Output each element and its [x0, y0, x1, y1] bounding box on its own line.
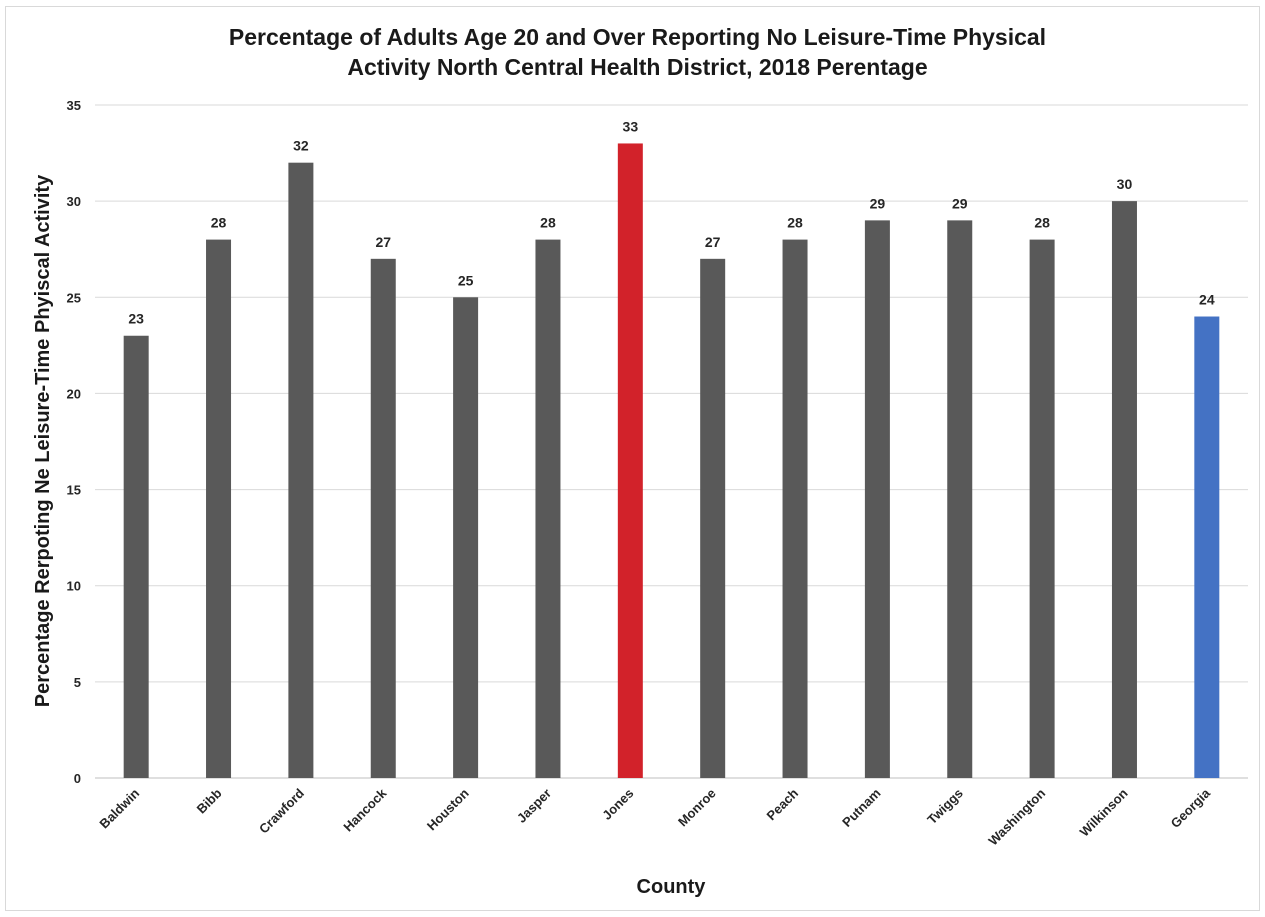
x-axis-ticks: Baldwin Bibb Crawford Hancock Houston Jasper J…: [96, 785, 1213, 848]
x-tick-label-washington: Washington: [985, 785, 1048, 848]
x-tick-label-peach: Peach: [763, 785, 801, 823]
y-tick-label: 0: [74, 771, 81, 786]
data-label-baldwin: 23: [128, 311, 144, 327]
y-tick-label: 30: [67, 194, 81, 209]
y-tick-label: 25: [67, 290, 81, 305]
x-tick-label-jasper: Jasper: [514, 786, 554, 826]
y-axis-title: Percentage Rerpoting Ne Leisure-Time Phy…: [32, 174, 54, 707]
data-label-twiggs: 29: [952, 195, 968, 211]
data-label-bibb: 28: [211, 215, 227, 231]
bar-bibb: [206, 239, 232, 779]
bar-jones: [617, 143, 643, 778]
data-label-washington: 28: [1034, 215, 1050, 231]
chart-title-line-2: Activity North Central Health District, …: [347, 54, 928, 80]
chart-title-line-1: Percentage of Adults Age 20 and Over Rep…: [228, 24, 1047, 50]
x-tick-label-putnam: Putnam: [839, 786, 883, 830]
data-label-monroe: 27: [705, 234, 721, 250]
chart-title: Percentage of Adults Age 20 and Over Rep…: [0, 22, 1265, 82]
data-label-houston: 25: [458, 272, 474, 288]
bar-hancock: [370, 258, 396, 778]
y-tick-label: 15: [67, 483, 81, 498]
x-tick-label-wilkinson: Wilkinson: [1077, 785, 1131, 839]
x-tick-label-hancock: Hancock: [340, 785, 389, 834]
x-tick-label-twiggs: Twiggs: [924, 786, 966, 828]
y-tick-label: 35: [67, 98, 81, 113]
data-label-jones: 33: [623, 118, 639, 134]
data-label-crawford: 32: [293, 138, 309, 154]
data-label-georgia: 24: [1199, 292, 1215, 308]
x-tick-label-georgia: Georgia: [1168, 785, 1214, 831]
gridlines: [95, 104, 1248, 779]
bar-houston: [453, 297, 479, 778]
bar-crawford: [288, 162, 314, 778]
y-axis-ticks: 0 5 10 15 20 25 30 35: [67, 98, 81, 786]
data-label-wilkinson: 30: [1117, 176, 1133, 192]
bar-wilkinson: [1111, 201, 1137, 779]
y-tick-label: 20: [67, 386, 81, 401]
bar-jasper: [535, 239, 561, 779]
y-tick-label: 5: [74, 675, 81, 690]
bar-baldwin: [123, 335, 149, 778]
data-label-jasper: 28: [540, 215, 556, 231]
data-label-hancock: 27: [375, 234, 391, 250]
data-label-putnam: 29: [870, 195, 886, 211]
x-axis-title: County: [637, 876, 707, 898]
bar-twiggs: [947, 220, 973, 778]
x-tick-label-bibb: Bibb: [194, 785, 225, 816]
data-labels: 23 28 32 27 25 28 33 27 28 29 29 28 30 24: [128, 118, 1214, 326]
bar-peach: [782, 239, 808, 779]
y-tick-label: 10: [67, 579, 81, 594]
x-tick-label-crawford: Crawford: [256, 785, 307, 836]
data-label-peach: 28: [787, 215, 803, 231]
x-tick-label-houston: Houston: [424, 785, 472, 833]
bar-washington: [1029, 239, 1055, 779]
x-tick-label-monroe: Monroe: [675, 786, 719, 830]
bars: [123, 143, 1220, 779]
bar-georgia: [1194, 316, 1220, 778]
x-tick-label-jones: Jones: [599, 786, 636, 823]
bar-monroe: [700, 258, 726, 778]
bar-putnam: [864, 220, 890, 778]
x-tick-label-baldwin: Baldwin: [96, 785, 142, 831]
